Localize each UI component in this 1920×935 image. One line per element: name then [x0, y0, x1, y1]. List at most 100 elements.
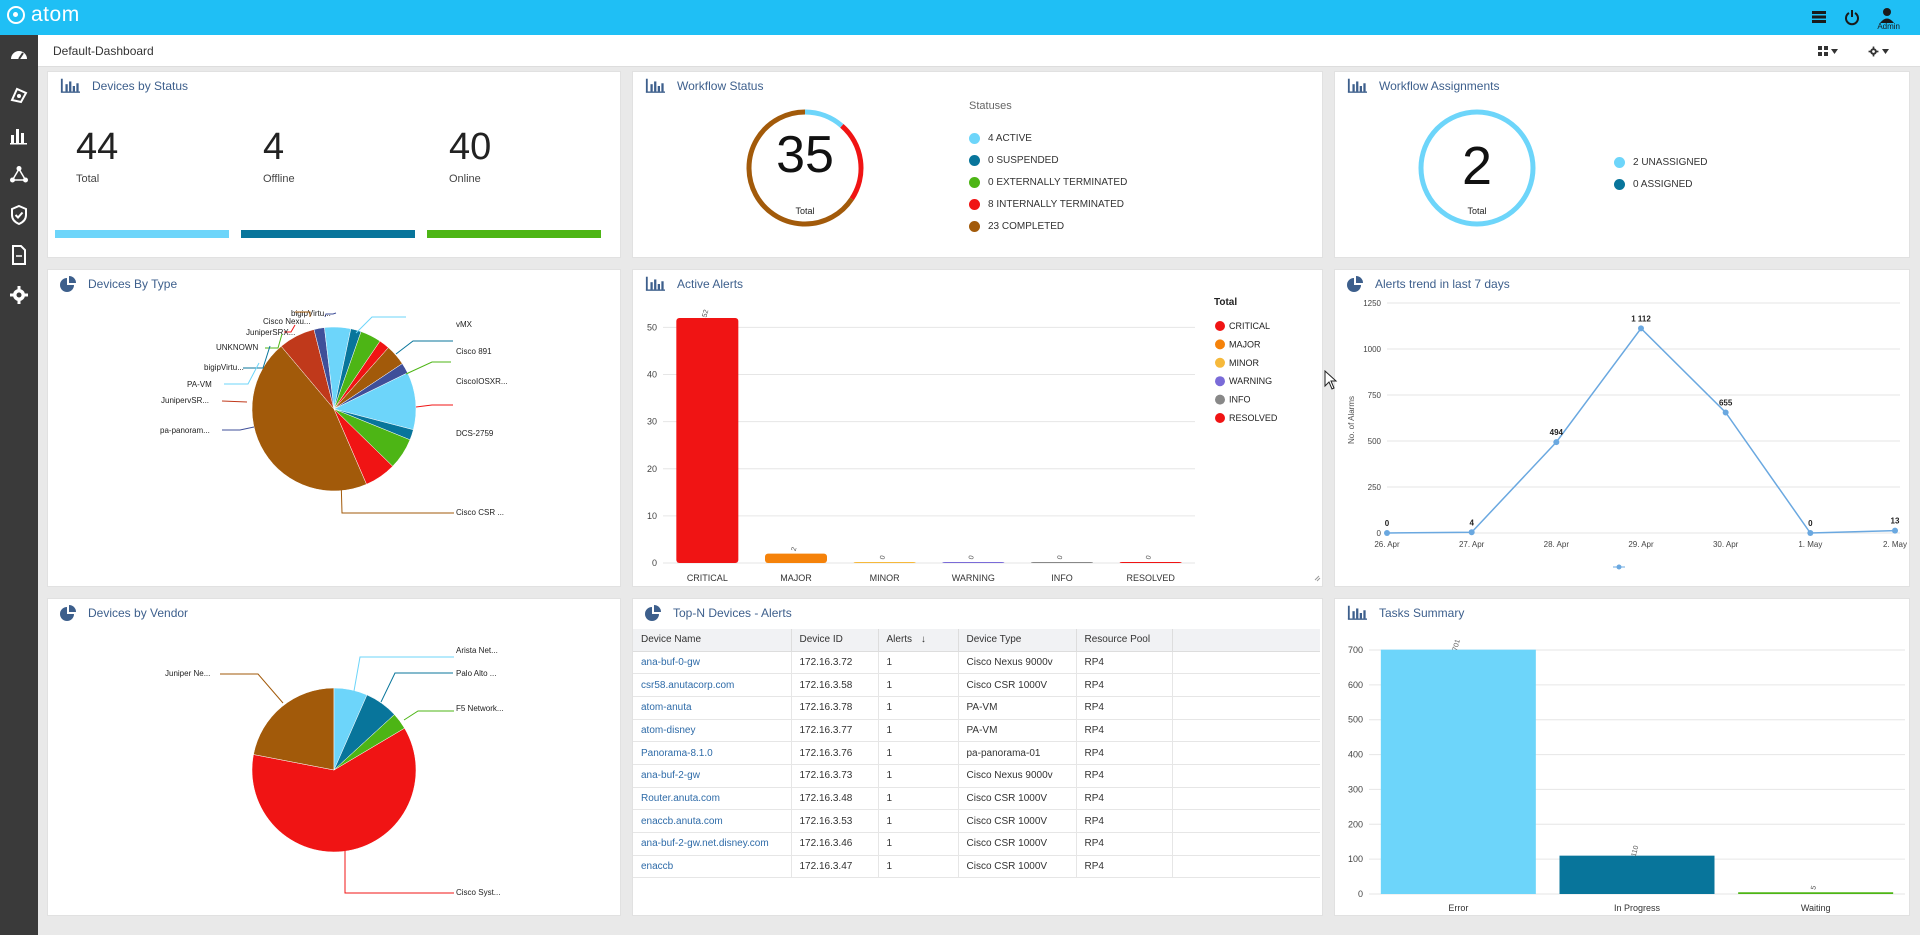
data-label: 0 — [1385, 519, 1390, 528]
legend-item-assigned[interactable]: 0 ASSIGNED — [1614, 173, 1707, 195]
legend-item-suspended[interactable]: 0 SUSPENDED — [969, 149, 1127, 171]
table-cell: 1 — [878, 832, 959, 856]
layout-menu-button[interactable] — [1813, 43, 1843, 59]
shield-icon[interactable] — [9, 205, 29, 225]
bar[interactable] — [1380, 649, 1536, 894]
active-alerts-chart: 0 10 20 30 40 50 52 CRITICAL 2 MAJOR 0 MINOR 0 WARNIN… — [647, 297, 1321, 583]
legend-item-externally-terminated[interactable]: 0 EXTERNALLY TERMINATED — [969, 171, 1127, 193]
pie-label: bigipVirtu... — [291, 309, 331, 318]
legend-label[interactable]: MINOR — [1229, 358, 1259, 368]
data-point[interactable] — [1638, 325, 1644, 332]
data-point[interactable] — [1384, 530, 1390, 536]
data-point[interactable] — [1468, 529, 1475, 536]
document-icon[interactable] — [9, 245, 29, 265]
pie-slice[interactable] — [253, 687, 335, 771]
charts-icon[interactable] — [9, 125, 29, 145]
panel-title: Workflow Assignments — [1379, 79, 1500, 93]
bar[interactable] — [1119, 562, 1182, 563]
bar[interactable] — [765, 553, 827, 563]
bar[interactable] — [853, 562, 916, 563]
pie-slice[interactable] — [251, 727, 417, 853]
legend-item-completed[interactable]: 23 COMPLETED — [969, 215, 1127, 237]
column-header-device-name[interactable]: Device Name — [633, 629, 792, 652]
legend-label[interactable]: INFO — [1229, 395, 1251, 405]
legend-item-internally-terminated[interactable]: 8 INTERNALLY TERMINATED — [969, 193, 1127, 215]
device-name-link[interactable]: ana-buf-0-gw — [633, 651, 792, 675]
device-name-link[interactable]: csr58.anutacorp.com — [633, 673, 792, 697]
table-row[interactable]: Panorama-8.1.0 172.16.3.76 1 pa-panorama-01… — [633, 741, 1320, 765]
bar[interactable] — [1031, 562, 1093, 563]
sidebar — [0, 35, 38, 935]
status-offline[interactable]: 4 Offline — [263, 127, 295, 185]
bar[interactable] — [1738, 892, 1894, 894]
column-header-device-id[interactable]: Device ID — [791, 629, 879, 652]
bar[interactable] — [942, 562, 1005, 563]
dashboard-gauge-icon[interactable] — [9, 45, 29, 65]
table-cell: 1 — [878, 651, 959, 675]
stat-label: Online — [449, 173, 481, 185]
sort-down-arrow-icon: ↓ — [920, 634, 926, 646]
table-cell-filler — [1172, 809, 1320, 833]
legend-label[interactable]: RESOLVED — [1229, 413, 1278, 423]
device-name-link[interactable]: Panorama-8.1.0 — [633, 741, 792, 765]
device-name-link[interactable]: atom-disney — [633, 719, 792, 743]
resize-handle-icon[interactable] — [1314, 575, 1321, 582]
legend-label[interactable]: WARNING — [1229, 376, 1272, 386]
donut-segment[interactable] — [746, 109, 854, 227]
power-icon[interactable] — [1843, 8, 1861, 26]
device-name-link[interactable]: enaccb — [633, 855, 792, 879]
table-cell: 172.16.3.72 — [791, 651, 879, 675]
panel-title: Active Alerts — [677, 277, 744, 291]
y-tick-label: 50 — [647, 322, 657, 332]
legend-label[interactable]: MAJOR — [1229, 339, 1261, 349]
table-row[interactable]: ana-buf-0-gw 172.16.3.72 1 Cisco Nexus 9000… — [633, 651, 1320, 675]
donut-segment[interactable] — [804, 109, 844, 128]
data-point[interactable] — [1892, 527, 1898, 534]
pie-slice[interactable] — [333, 408, 394, 485]
device-name-link[interactable]: ana-buf-2-gw — [633, 764, 792, 788]
workflow-assignments-legend: 2 UNASSIGNED 0 ASSIGNED — [1614, 151, 1707, 195]
data-point[interactable] — [1722, 409, 1729, 416]
status-total[interactable]: 44 Total — [76, 127, 118, 185]
settings-gear-icon[interactable] — [9, 285, 29, 305]
pie-slice[interactable] — [333, 714, 405, 771]
menu-list-icon[interactable] — [1810, 8, 1828, 26]
table-cell: PA-VM — [958, 719, 1077, 743]
legend-label[interactable]: CRITICAL — [1229, 321, 1270, 331]
stat-label: Total — [76, 173, 100, 185]
column-header-device-type[interactable]: Device Type — [958, 629, 1077, 652]
legend-dot — [969, 220, 980, 232]
device-name-link[interactable]: atom-anuta — [633, 696, 792, 720]
table-cell-filler — [1172, 855, 1320, 879]
table-row[interactable]: enaccb 172.16.3.47 1 Cisco CSR 1000V RP4 — [633, 855, 1320, 879]
data-point[interactable] — [1807, 530, 1814, 536]
table-row[interactable]: Router.anuta.com 172.16.3.48 1 Cisco CSR 10… — [633, 787, 1320, 811]
column-header-alerts[interactable]: Alerts ↓ — [878, 629, 959, 652]
x-tick-label: 1. May — [1798, 540, 1822, 549]
table-cell: 172.16.3.77 — [791, 719, 879, 743]
bar[interactable] — [676, 318, 739, 563]
devices-icon[interactable] — [9, 85, 29, 105]
device-name-link[interactable]: enaccb.anuta.com — [633, 809, 792, 833]
table-row[interactable]: atom-anuta 172.16.3.78 1 PA-VM RP4 — [633, 696, 1320, 720]
table-row[interactable]: ana-buf-2-gw.net.disney.com 172.16.3.46 1 C… — [633, 832, 1320, 856]
device-name-link[interactable]: ana-buf-2-gw.net.disney.com — [633, 832, 792, 856]
legend-item-active[interactable]: 4 ACTIVE — [969, 127, 1127, 149]
data-point[interactable] — [1553, 439, 1560, 446]
bar[interactable] — [1559, 855, 1715, 894]
data-label: 4 — [1469, 518, 1474, 527]
donut-segment[interactable] — [840, 123, 864, 201]
data-label: 0 — [1057, 555, 1065, 561]
table-row[interactable]: ana-buf-2-gw 172.16.3.73 1 Cisco Nexus 9000… — [633, 764, 1320, 788]
device-name-link[interactable]: Router.anuta.com — [633, 787, 792, 811]
network-topology-icon[interactable] — [9, 165, 29, 185]
settings-menu-button[interactable] — [1863, 43, 1893, 59]
app-logo[interactable]: atom — [7, 4, 80, 25]
table-row[interactable]: enaccb.anuta.com 172.16.3.53 1 Cisco CSR 10… — [633, 809, 1320, 833]
legend-item-unassigned[interactable]: 2 UNASSIGNED — [1614, 151, 1707, 173]
status-online[interactable]: 40 Online — [449, 127, 491, 185]
column-header-resource-pool[interactable]: Resource Pool — [1076, 629, 1173, 652]
table-row[interactable]: atom-disney 172.16.3.77 1 PA-VM RP4 — [633, 719, 1320, 743]
user-icon[interactable] — [1878, 6, 1896, 24]
table-row[interactable]: csr58.anutacorp.com 172.16.3.58 1 Cisco CSR… — [633, 673, 1320, 697]
